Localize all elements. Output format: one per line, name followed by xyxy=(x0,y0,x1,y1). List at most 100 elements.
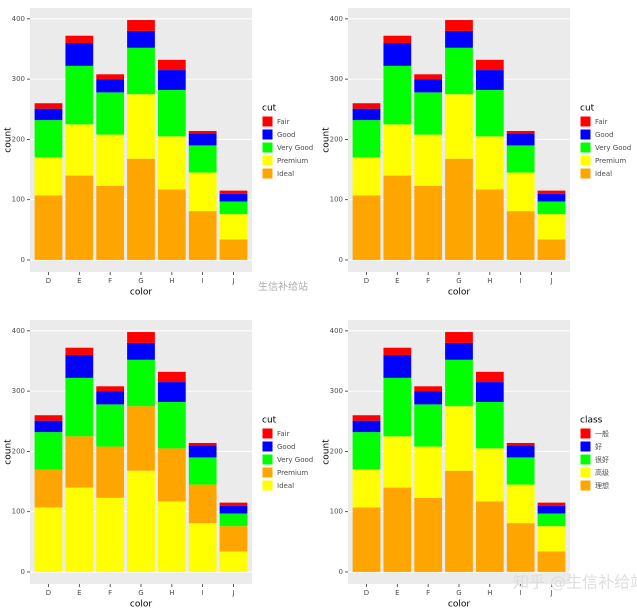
bar-segment xyxy=(352,415,381,421)
bar-segment xyxy=(96,134,125,186)
bar-segment xyxy=(127,94,155,159)
bar-segment xyxy=(537,502,566,506)
legend-label: Fair xyxy=(277,430,290,438)
y-tick-label: 400 xyxy=(12,15,25,23)
bar-segment xyxy=(157,448,186,502)
bar-segment xyxy=(537,193,566,202)
bar-segment xyxy=(352,108,381,121)
bar-segment xyxy=(127,406,155,471)
bar-segment xyxy=(383,354,412,378)
y-axis-title: count xyxy=(4,439,14,465)
bar-segment xyxy=(506,172,535,212)
x-tick-label: H xyxy=(169,589,174,597)
bar-segment xyxy=(383,35,412,43)
bar-segment xyxy=(506,145,535,173)
legend-label: Ideal xyxy=(277,170,294,178)
bar-segment xyxy=(445,342,473,360)
bar-segment xyxy=(445,359,473,407)
x-tick-label: I xyxy=(202,277,204,285)
bar-segment xyxy=(537,201,566,215)
y-tick-label: 200 xyxy=(330,447,343,455)
bar-segment xyxy=(445,47,473,95)
bar-segment xyxy=(537,513,566,527)
legend-key xyxy=(579,479,592,492)
bar-segment xyxy=(383,65,412,125)
bar-segment xyxy=(506,523,535,572)
bar-segment xyxy=(34,469,63,508)
bar-segment xyxy=(475,448,504,502)
bar-segment xyxy=(127,20,155,31)
x-tick-label: D xyxy=(46,589,51,597)
bar-segment xyxy=(96,386,125,392)
bar-segment xyxy=(414,92,443,135)
x-tick-label: E xyxy=(395,277,399,285)
y-tick-label: 300 xyxy=(12,75,25,83)
bar-segment xyxy=(414,391,443,405)
legend-key xyxy=(579,440,592,453)
legend-key xyxy=(261,440,274,453)
x-tick-label: E xyxy=(395,589,399,597)
bar-segment xyxy=(352,507,381,572)
bar-segment xyxy=(34,120,63,158)
legend-label: Premium xyxy=(595,157,626,165)
legend-key xyxy=(261,453,274,466)
legend-key xyxy=(261,479,274,492)
y-tick-label: 400 xyxy=(330,15,343,23)
x-axis-title: color xyxy=(448,600,470,610)
bar-segment xyxy=(157,89,186,137)
bar-segment xyxy=(219,551,248,572)
bar-segment xyxy=(219,239,248,260)
legend-label: Premium xyxy=(277,157,308,165)
x-tick-label: F xyxy=(426,589,430,597)
bar-segment xyxy=(537,551,566,572)
bar-segment xyxy=(352,157,381,196)
bar-segment xyxy=(445,470,473,572)
legend-key xyxy=(579,141,592,154)
legend-key xyxy=(579,427,592,440)
bar-segment xyxy=(96,79,125,93)
bar-segment xyxy=(34,415,63,421)
bar-segment xyxy=(352,432,381,470)
bar-segment xyxy=(383,487,412,572)
y-axis-title: count xyxy=(322,439,332,465)
bar-segment xyxy=(352,195,381,260)
legend-title: class xyxy=(580,416,603,426)
bar-segment xyxy=(65,347,94,355)
bar-segment xyxy=(537,214,566,240)
bar-segment xyxy=(96,446,125,498)
bar-segment xyxy=(127,359,155,407)
bar-segment xyxy=(127,470,155,572)
legend-key xyxy=(579,453,592,466)
y-tick-label: 0 xyxy=(21,256,25,264)
bar-segment xyxy=(34,108,63,121)
x-tick-label: D xyxy=(46,277,51,285)
bar-segment xyxy=(219,201,248,215)
legend-label: Fair xyxy=(595,118,608,126)
bar-segment xyxy=(352,120,381,158)
bar-segment xyxy=(65,354,94,378)
x-axis-title: color xyxy=(130,600,152,610)
bar-segment xyxy=(445,158,473,260)
bar-segment xyxy=(445,20,473,31)
x-tick-label: J xyxy=(549,277,552,285)
bar-segment xyxy=(157,59,186,71)
legend-label: Very Good xyxy=(595,144,631,152)
bar-segment xyxy=(65,35,94,43)
bar-segment xyxy=(506,442,535,446)
bar-segment xyxy=(219,513,248,527)
bar-segment xyxy=(96,497,125,572)
legend-key xyxy=(261,154,274,167)
x-tick-label: I xyxy=(202,589,204,597)
bar-segment xyxy=(537,505,566,514)
y-tick-label: 100 xyxy=(12,196,25,204)
bar-segment xyxy=(414,404,443,447)
x-axis-title: color xyxy=(448,288,470,298)
bar-segment xyxy=(188,172,217,212)
bar-segment xyxy=(96,404,125,447)
watermark: 生信补给站 xyxy=(258,280,308,293)
legend-label: 好 xyxy=(595,442,602,451)
bar-segment xyxy=(188,484,217,524)
bar-segment xyxy=(414,79,443,93)
